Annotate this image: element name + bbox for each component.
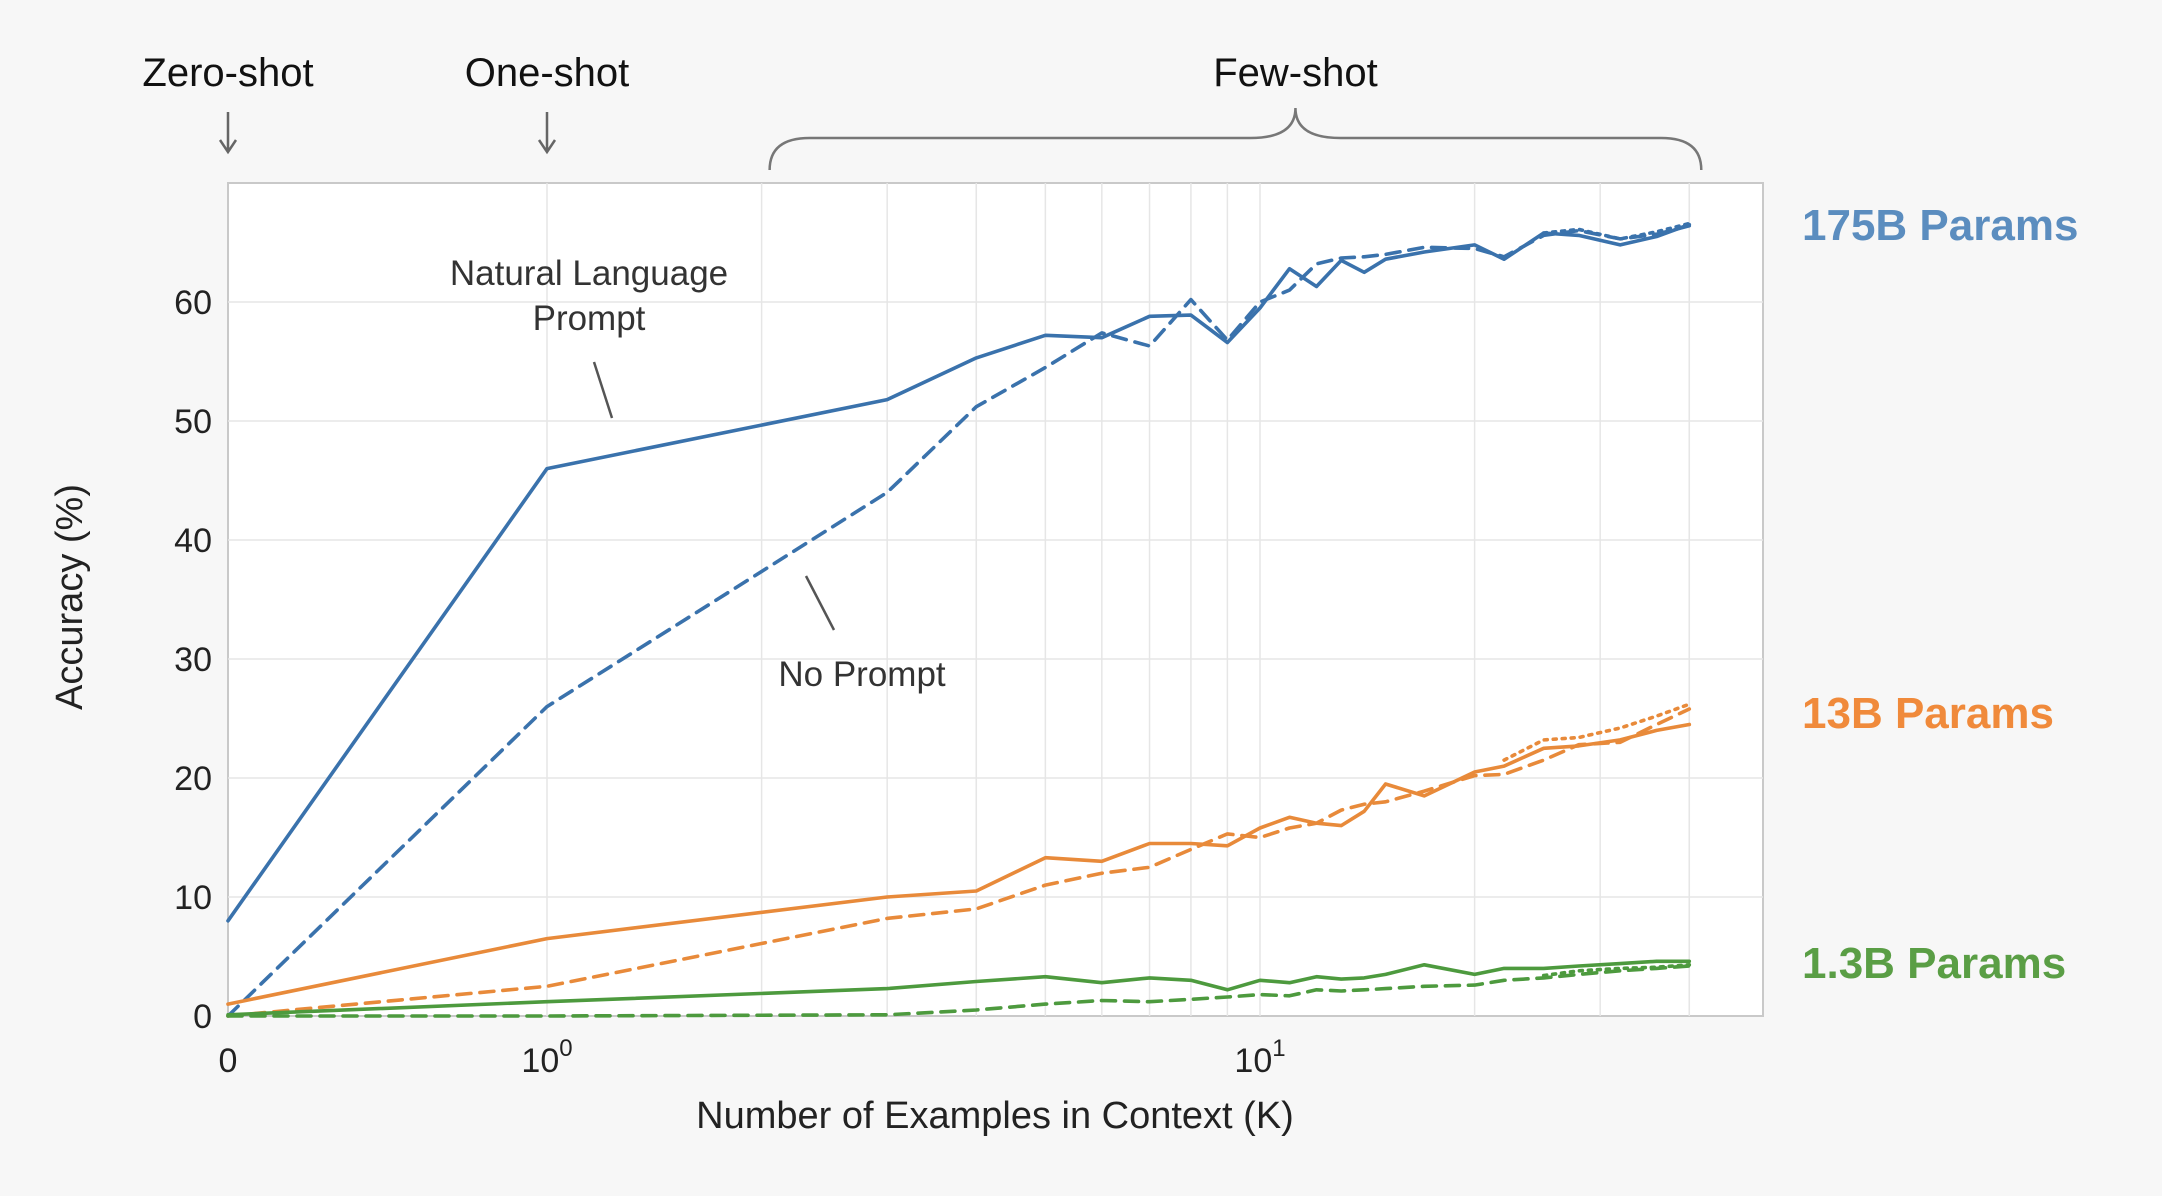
model-label: 13B Params [1802,689,2054,738]
annotations: Natural Language Prompt No Prompt [450,254,946,694]
series-line-dotted [1502,702,1692,762]
regime-markers: Zero-shot One-shot Few-shot [142,51,1703,171]
series-layer [226,221,1692,1018]
annotation-pointer [592,361,614,419]
series-line-dashed [226,224,1692,1018]
series-line-dotted [1541,221,1692,241]
y-tick-label: 40 [174,522,212,560]
x-axis-ticks: 0 100 101 [219,1035,1286,1080]
y-tick-label: 0 [193,998,212,1036]
few-shot-brace [768,107,1703,171]
y-tick-label: 60 [174,284,212,322]
y-axis-title: Accuracy (%) [49,484,91,710]
series-line-dashed [226,707,1692,1018]
x-tick-label: 0 [219,1042,238,1080]
y-tick-label: 10 [174,879,212,917]
x-tick-label: 101 [1234,1035,1285,1080]
x-axis-title: Number of Examples in Context (K) [696,1095,1294,1137]
regime-label-few-shot: Few-shot [1213,51,1378,95]
down-arrow-icon [537,112,557,155]
series-line-dotted [1541,962,1692,978]
annotation-pointer [804,575,836,631]
y-tick-label: 20 [174,760,212,798]
annotation-natural-language-prompt: Natural Language [450,254,728,293]
series-line-dashed [226,964,1692,1018]
plot-area [227,182,1764,1017]
y-tick-label: 50 [174,403,212,441]
annotation-no-prompt: No Prompt [778,655,946,694]
x-tick-label: 100 [521,1035,572,1080]
regime-label: One-shot [465,51,630,95]
down-arrow-icon [218,112,238,155]
series-line-solid [226,959,1692,1017]
model-label: 175B Params [1802,201,2078,250]
regime-label: Zero-shot [142,51,313,95]
annotation-natural-language-prompt: Prompt [533,299,646,338]
grid-lines [228,183,1763,1016]
y-tick-label: 30 [174,641,212,679]
model-label: 1.3B Params [1802,939,2066,988]
model-labels: 175B Params 13B Params 1.3B Params [1802,201,2078,988]
y-axis-ticks: 0 10 20 30 40 50 60 [174,284,212,1036]
